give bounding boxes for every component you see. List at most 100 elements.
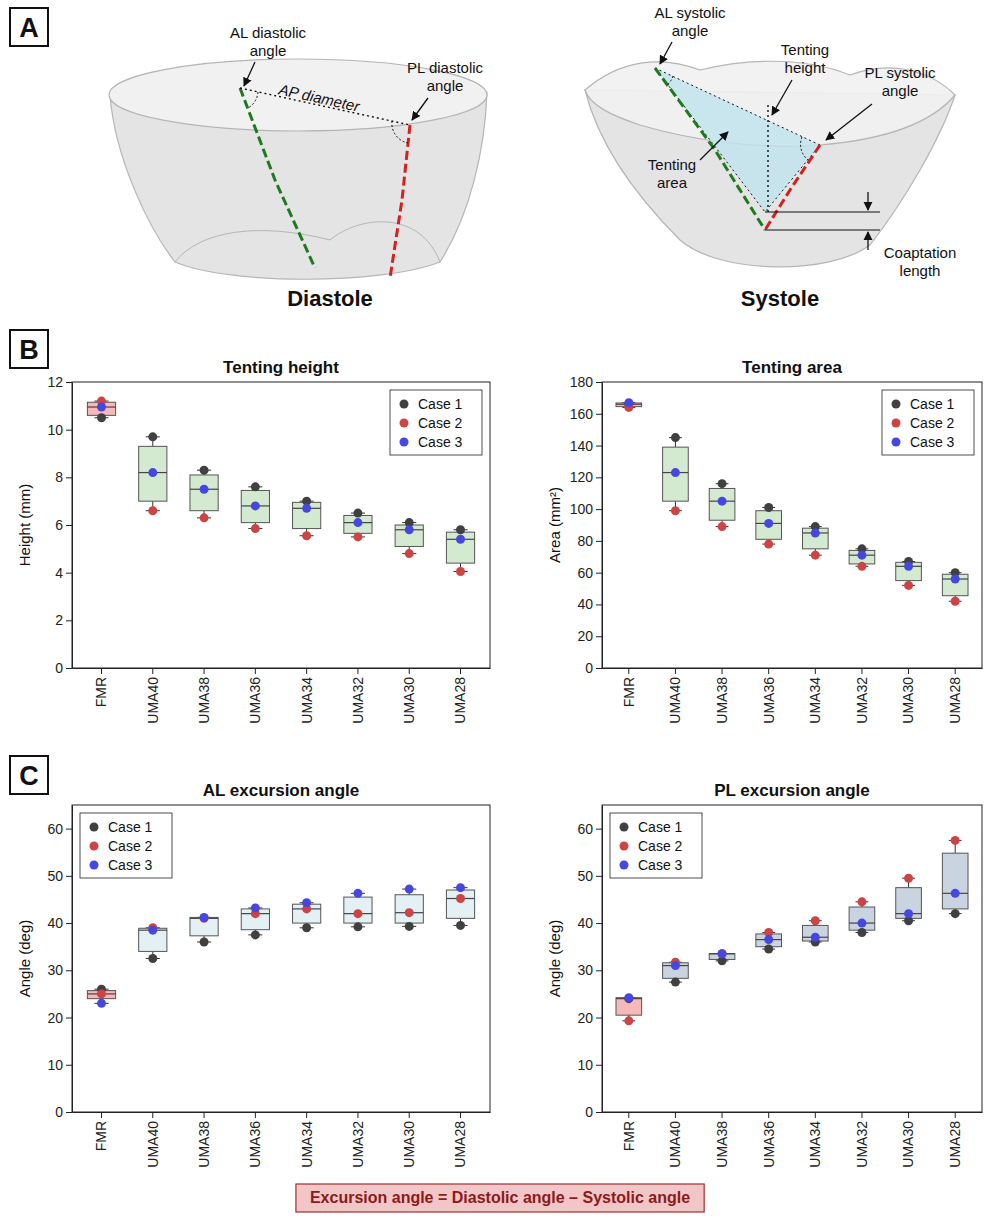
x-tick-mark [255, 1112, 256, 1118]
y-tick: 20 [47, 1010, 72, 1026]
x-tick: FMR [621, 668, 637, 707]
case-point [951, 889, 960, 898]
case-point [671, 506, 680, 515]
x-tick-label: UMA30 [401, 677, 417, 724]
case-point [811, 916, 820, 925]
legend-marker [90, 861, 99, 870]
case-point [671, 468, 680, 477]
x-tick-label: UMA28 [452, 677, 468, 724]
case-point [764, 935, 773, 944]
case-point [353, 532, 362, 541]
y-tick-mark [596, 509, 602, 510]
case-point [951, 836, 960, 845]
x-tick-mark [815, 1112, 816, 1118]
y-tick-mark [596, 668, 602, 669]
chart-title: Tenting area [742, 358, 842, 377]
legend-label: Case 2 [418, 415, 463, 431]
angle-arc [248, 92, 258, 108]
x-tick-label: FMR [93, 677, 109, 707]
case-point [718, 949, 727, 958]
legend-marker [892, 438, 901, 447]
plot-frame [72, 805, 490, 1112]
box [849, 907, 875, 930]
case-point [456, 921, 465, 930]
y-tick-label: 8 [55, 469, 63, 485]
y-tick-label: 10 [47, 422, 63, 438]
y-tick-mark [66, 525, 72, 526]
y-tick: 100 [570, 501, 602, 517]
y-tick: 160 [570, 406, 602, 422]
x-tick: UMA34 [807, 1112, 823, 1168]
plot-background [72, 382, 490, 668]
x-tick-mark [204, 668, 205, 674]
case-point [200, 485, 209, 494]
x-axis: FMRUMA40UMA38UMA36UMA34UMA32UMA30UMA28 [73, 668, 491, 724]
case-point [456, 525, 465, 534]
figure: ABCAP diameterAL diastolicanglePL diasto… [0, 0, 1000, 1226]
x-tick: UMA40 [145, 1112, 161, 1168]
box [663, 447, 689, 501]
case-point [353, 509, 362, 518]
box [446, 890, 474, 918]
plot-marks [616, 836, 968, 1025]
x-tick-label: UMA38 [196, 1121, 212, 1168]
x-tick-mark [861, 668, 862, 674]
y-axis-line [602, 806, 603, 1113]
case-point [456, 883, 465, 892]
tenting-height-line [767, 105, 768, 212]
case-point [353, 889, 362, 898]
y-tick-label: 2 [55, 612, 63, 628]
x-tick: UMA34 [299, 1112, 315, 1168]
case-point [624, 993, 633, 1002]
box-chart: 0102030405060FMRUMA40UMA38UMA36UMA34UMA3… [16, 781, 491, 1168]
y-tick-label: 100 [570, 501, 594, 517]
x-tick-mark [101, 668, 102, 674]
legend-marker [400, 419, 409, 428]
pointer-arrow [660, 42, 672, 64]
y-tick: 50 [47, 868, 72, 884]
x-tick: UMA30 [401, 668, 417, 724]
case-point [200, 913, 209, 922]
y-tick-label: 30 [577, 962, 593, 978]
y-tick-mark [596, 1018, 602, 1019]
box [139, 446, 167, 501]
y-tick-label: 80 [577, 533, 593, 549]
pointer-arrow [826, 104, 872, 140]
case-point [857, 919, 866, 928]
x-tick: UMA36 [761, 1112, 777, 1168]
x-tick-mark [768, 1112, 769, 1118]
plot-frame [602, 805, 982, 1112]
y-tick-label: 10 [577, 1057, 593, 1073]
y-tick: 8 [55, 469, 72, 485]
case-point [624, 398, 633, 407]
legend-box [882, 390, 974, 455]
case-point [764, 945, 773, 954]
legend-label: Case 3 [108, 857, 153, 873]
legend-label: Case 2 [910, 415, 955, 431]
box [395, 525, 423, 546]
case-point [718, 479, 727, 488]
x-tick-mark [908, 1112, 909, 1118]
y-tick-mark [596, 446, 602, 447]
diagram-label: AL diastolicangle [230, 24, 307, 59]
plot-background [602, 382, 982, 668]
panel-letter: A [10, 8, 48, 46]
y-tick-mark [66, 1112, 72, 1113]
box [896, 888, 922, 919]
legend-label: Case 2 [108, 838, 153, 854]
case-point [456, 535, 465, 544]
y-tick: 120 [570, 469, 602, 485]
box-chart: 0102030405060FMRUMA40UMA38UMA36UMA34UMA3… [546, 781, 983, 1168]
case-point [148, 432, 157, 441]
x-tick: UMA40 [667, 1112, 683, 1168]
x-tick-mark [460, 668, 461, 674]
x-tick-label: UMA38 [714, 677, 730, 724]
box [942, 574, 968, 595]
y-tick: 50 [577, 868, 602, 884]
valve-inner [175, 222, 440, 262]
y-tick-mark [596, 636, 602, 637]
box [446, 532, 474, 563]
y-tick-mark [596, 573, 602, 574]
box [344, 515, 372, 533]
y-tick: 40 [577, 915, 602, 931]
